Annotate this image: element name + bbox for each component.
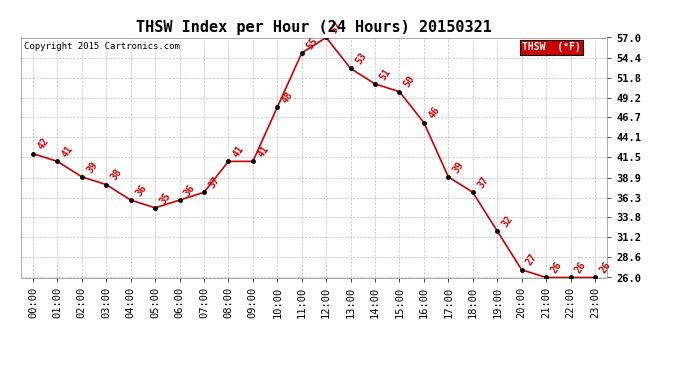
Text: 51: 51	[378, 66, 393, 82]
Text: 41: 41	[255, 144, 270, 159]
Text: 38: 38	[109, 167, 124, 182]
Text: 26: 26	[598, 260, 613, 275]
Text: 41: 41	[231, 144, 246, 159]
Text: 32: 32	[500, 213, 515, 229]
Text: 26: 26	[573, 260, 589, 275]
Text: 41: 41	[60, 144, 75, 159]
Text: 55: 55	[304, 36, 319, 51]
Text: 35: 35	[158, 190, 172, 206]
Text: 26: 26	[549, 260, 564, 275]
Text: 39: 39	[451, 159, 466, 175]
Text: 46: 46	[426, 105, 442, 120]
Text: Copyright 2015 Cartronics.com: Copyright 2015 Cartronics.com	[23, 42, 179, 51]
Text: 53: 53	[353, 51, 368, 66]
Text: 27: 27	[524, 252, 540, 268]
Text: 37: 37	[475, 175, 491, 190]
Text: 36: 36	[182, 183, 197, 198]
Text: THSW  (°F): THSW (°F)	[522, 42, 581, 52]
Text: 48: 48	[280, 90, 295, 105]
Title: THSW Index per Hour (24 Hours) 20150321: THSW Index per Hour (24 Hours) 20150321	[136, 20, 492, 35]
Text: 57: 57	[329, 20, 344, 35]
Text: 39: 39	[85, 159, 99, 175]
Text: 42: 42	[36, 136, 50, 152]
Text: 36: 36	[133, 183, 148, 198]
Text: 50: 50	[402, 74, 417, 90]
Text: 37: 37	[207, 175, 221, 190]
